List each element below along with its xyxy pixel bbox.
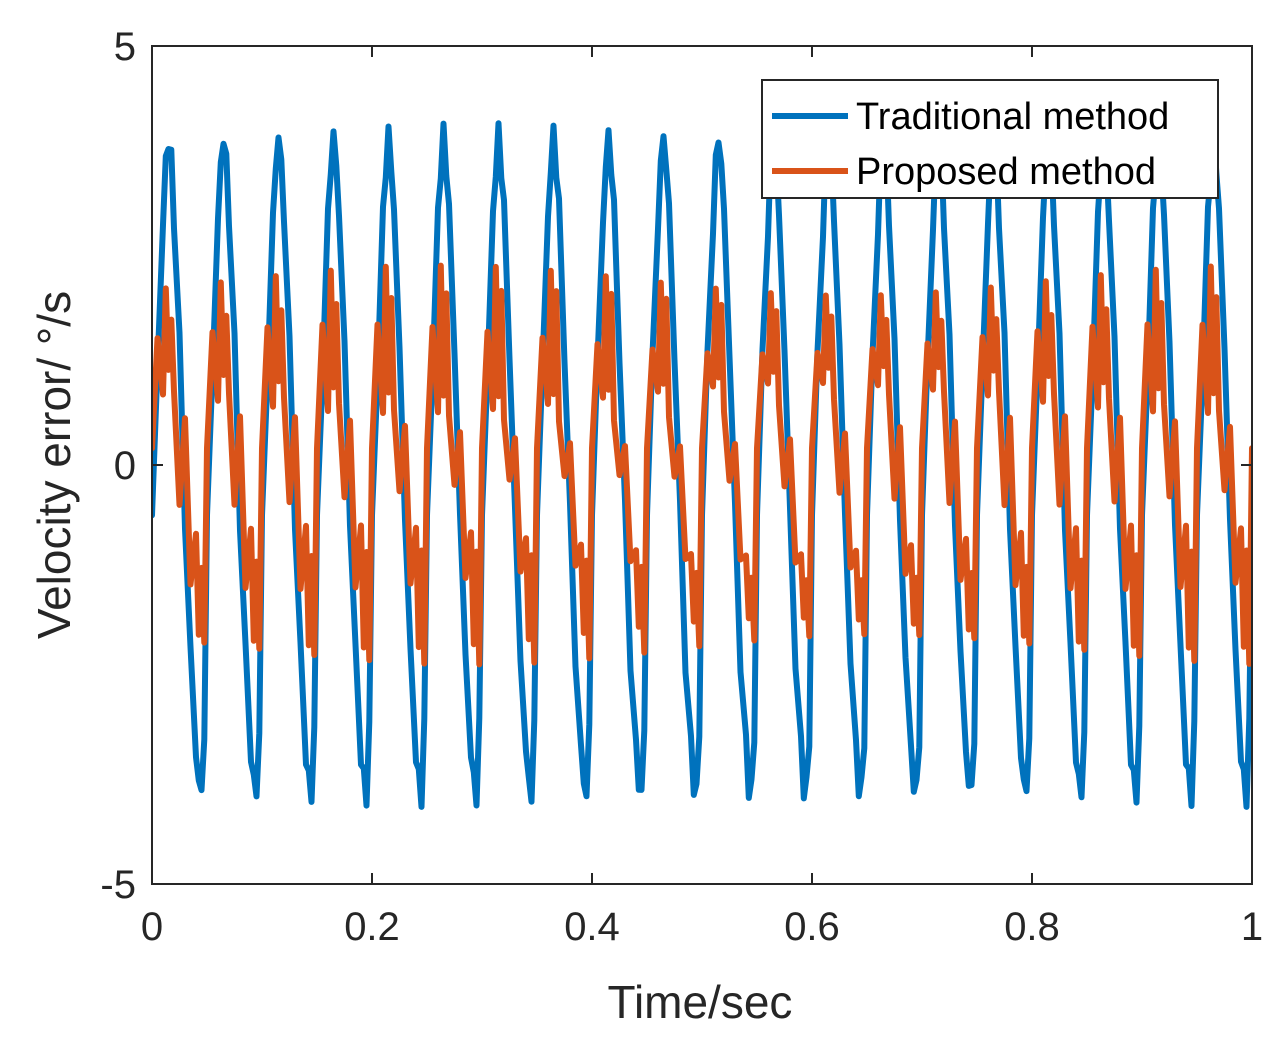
x-tick-label: 0.2 — [344, 905, 400, 949]
legend: Traditional method Proposed method — [761, 79, 1219, 199]
y-tick-label: -5 — [100, 863, 136, 907]
x-tick-label: 0.8 — [1004, 905, 1060, 949]
series-layer — [152, 120, 1252, 810]
x-tick-label: 0.6 — [784, 905, 840, 949]
x-tick-label: 1 — [1241, 905, 1263, 949]
y-tick-label: 0 — [114, 444, 136, 488]
x-tick-label: 0 — [141, 905, 163, 949]
series-line-proposed — [152, 262, 1252, 668]
axes-layer: 0 0.2 0.4 0.6 0.8 1-505 — [100, 25, 1263, 949]
y-axis-title: Velocity error/ °/s — [28, 291, 80, 639]
legend-box — [761, 79, 1219, 199]
legend-label: Proposed method — [856, 151, 1156, 193]
x-tick-label: 0.4 — [564, 905, 620, 949]
x-axis-title: Time/sec — [608, 976, 793, 1028]
legend-label: Traditional method — [856, 96, 1169, 138]
y-tick-label: 5 — [114, 25, 136, 69]
